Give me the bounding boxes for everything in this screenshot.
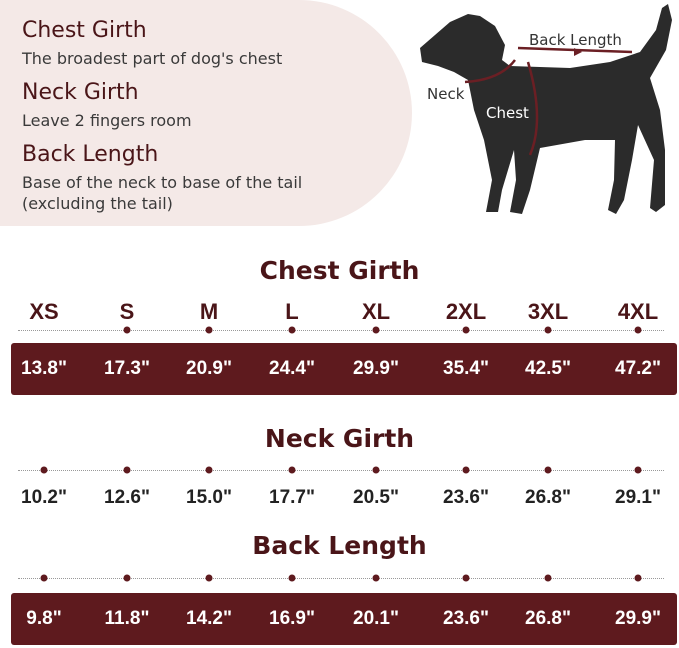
size-marker-dot [40,466,48,474]
size-label: L [285,299,299,324]
chest-value: 13.8" [21,358,67,379]
size-marker-dot [462,574,470,582]
chest-value: 47.2" [615,358,661,379]
guide-desc: Base of the neck to base of the tail [22,173,303,192]
size-marker-dot [634,326,642,334]
size-marker-dot [544,466,552,474]
guide-title: Neck Girth [22,80,139,105]
size-marker-dot [634,574,642,582]
size-marker-dot [372,574,380,582]
size-label: XS [29,299,59,324]
guide-desc: The broadest part of dog's chest [22,49,283,68]
divider [18,470,664,471]
size-marker-dot [288,574,296,582]
back-value: 23.6" [443,608,489,629]
guide-title: Back Length [22,142,159,167]
back-value: 29.9" [615,608,661,629]
guide-desc: (excluding the tail) [22,194,173,213]
neck-value: 26.8" [525,487,571,508]
neck-value: 12.6" [104,487,150,508]
back-value: 14.2" [186,608,232,629]
neck-value: 23.6" [443,487,489,508]
back-length-label: Back Length [529,31,622,49]
size-marker-dot [634,466,642,474]
dog-silhouette-icon [420,4,672,214]
chest-value: 42.5" [525,358,571,379]
chest-value: 20.9" [186,358,232,379]
size-label: S [119,299,135,324]
neck-value: 29.1" [615,487,661,508]
size-marker-dot [372,466,380,474]
back-value: 26.8" [525,608,571,629]
size-marker-dot [288,326,296,334]
back-value: 20.1" [353,608,399,629]
size-marker-dot [205,574,213,582]
back-values-bar [11,593,677,645]
size-label: XL [361,299,391,324]
chest-value: 24.4" [269,358,315,379]
neck-value: 10.2" [21,487,67,508]
size-marker-dot [288,466,296,474]
neck-value: 20.5" [353,487,399,508]
chest-value: 35.4" [443,358,489,379]
back-value: 9.8" [26,608,62,629]
guide-desc: Leave 2 fingers room [22,111,192,130]
neck-value: 15.0" [186,487,232,508]
neck-girth-title: Neck Girth [264,424,415,453]
size-label: 2XL [445,299,487,324]
size-marker-dot [544,574,552,582]
size-marker-dot [544,326,552,334]
size-label: 4XL [617,299,659,324]
measurement-guide-panel: Chest Girth The broadest part of dog's c… [0,0,412,226]
size-label: 3XL [527,299,569,324]
chest-label: Chest [486,104,529,122]
back-value: 11.8" [104,608,150,629]
back-length-title: Back Length [252,531,427,560]
size-marker-dot [462,326,470,334]
size-marker-dot [462,466,470,474]
chest-girth-title: Chest Girth [259,256,420,285]
back-value: 16.9" [269,608,315,629]
size-marker-dot [123,574,131,582]
chest-value: 17.3" [104,358,150,379]
guide-title: Chest Girth [22,18,147,43]
size-marker-dot [123,466,131,474]
chest-values-bar [11,343,677,395]
divider [18,330,664,331]
size-marker-dot [40,574,48,582]
size-marker-dot [372,326,380,334]
size-marker-dot [205,326,213,334]
divider [18,578,664,579]
size-label: M [199,299,219,324]
size-marker-dot [123,326,131,334]
neck-label: Neck [427,85,465,103]
size-marker-dot [205,466,213,474]
neck-value: 17.7" [269,487,315,508]
chest-value: 29.9" [353,358,399,379]
